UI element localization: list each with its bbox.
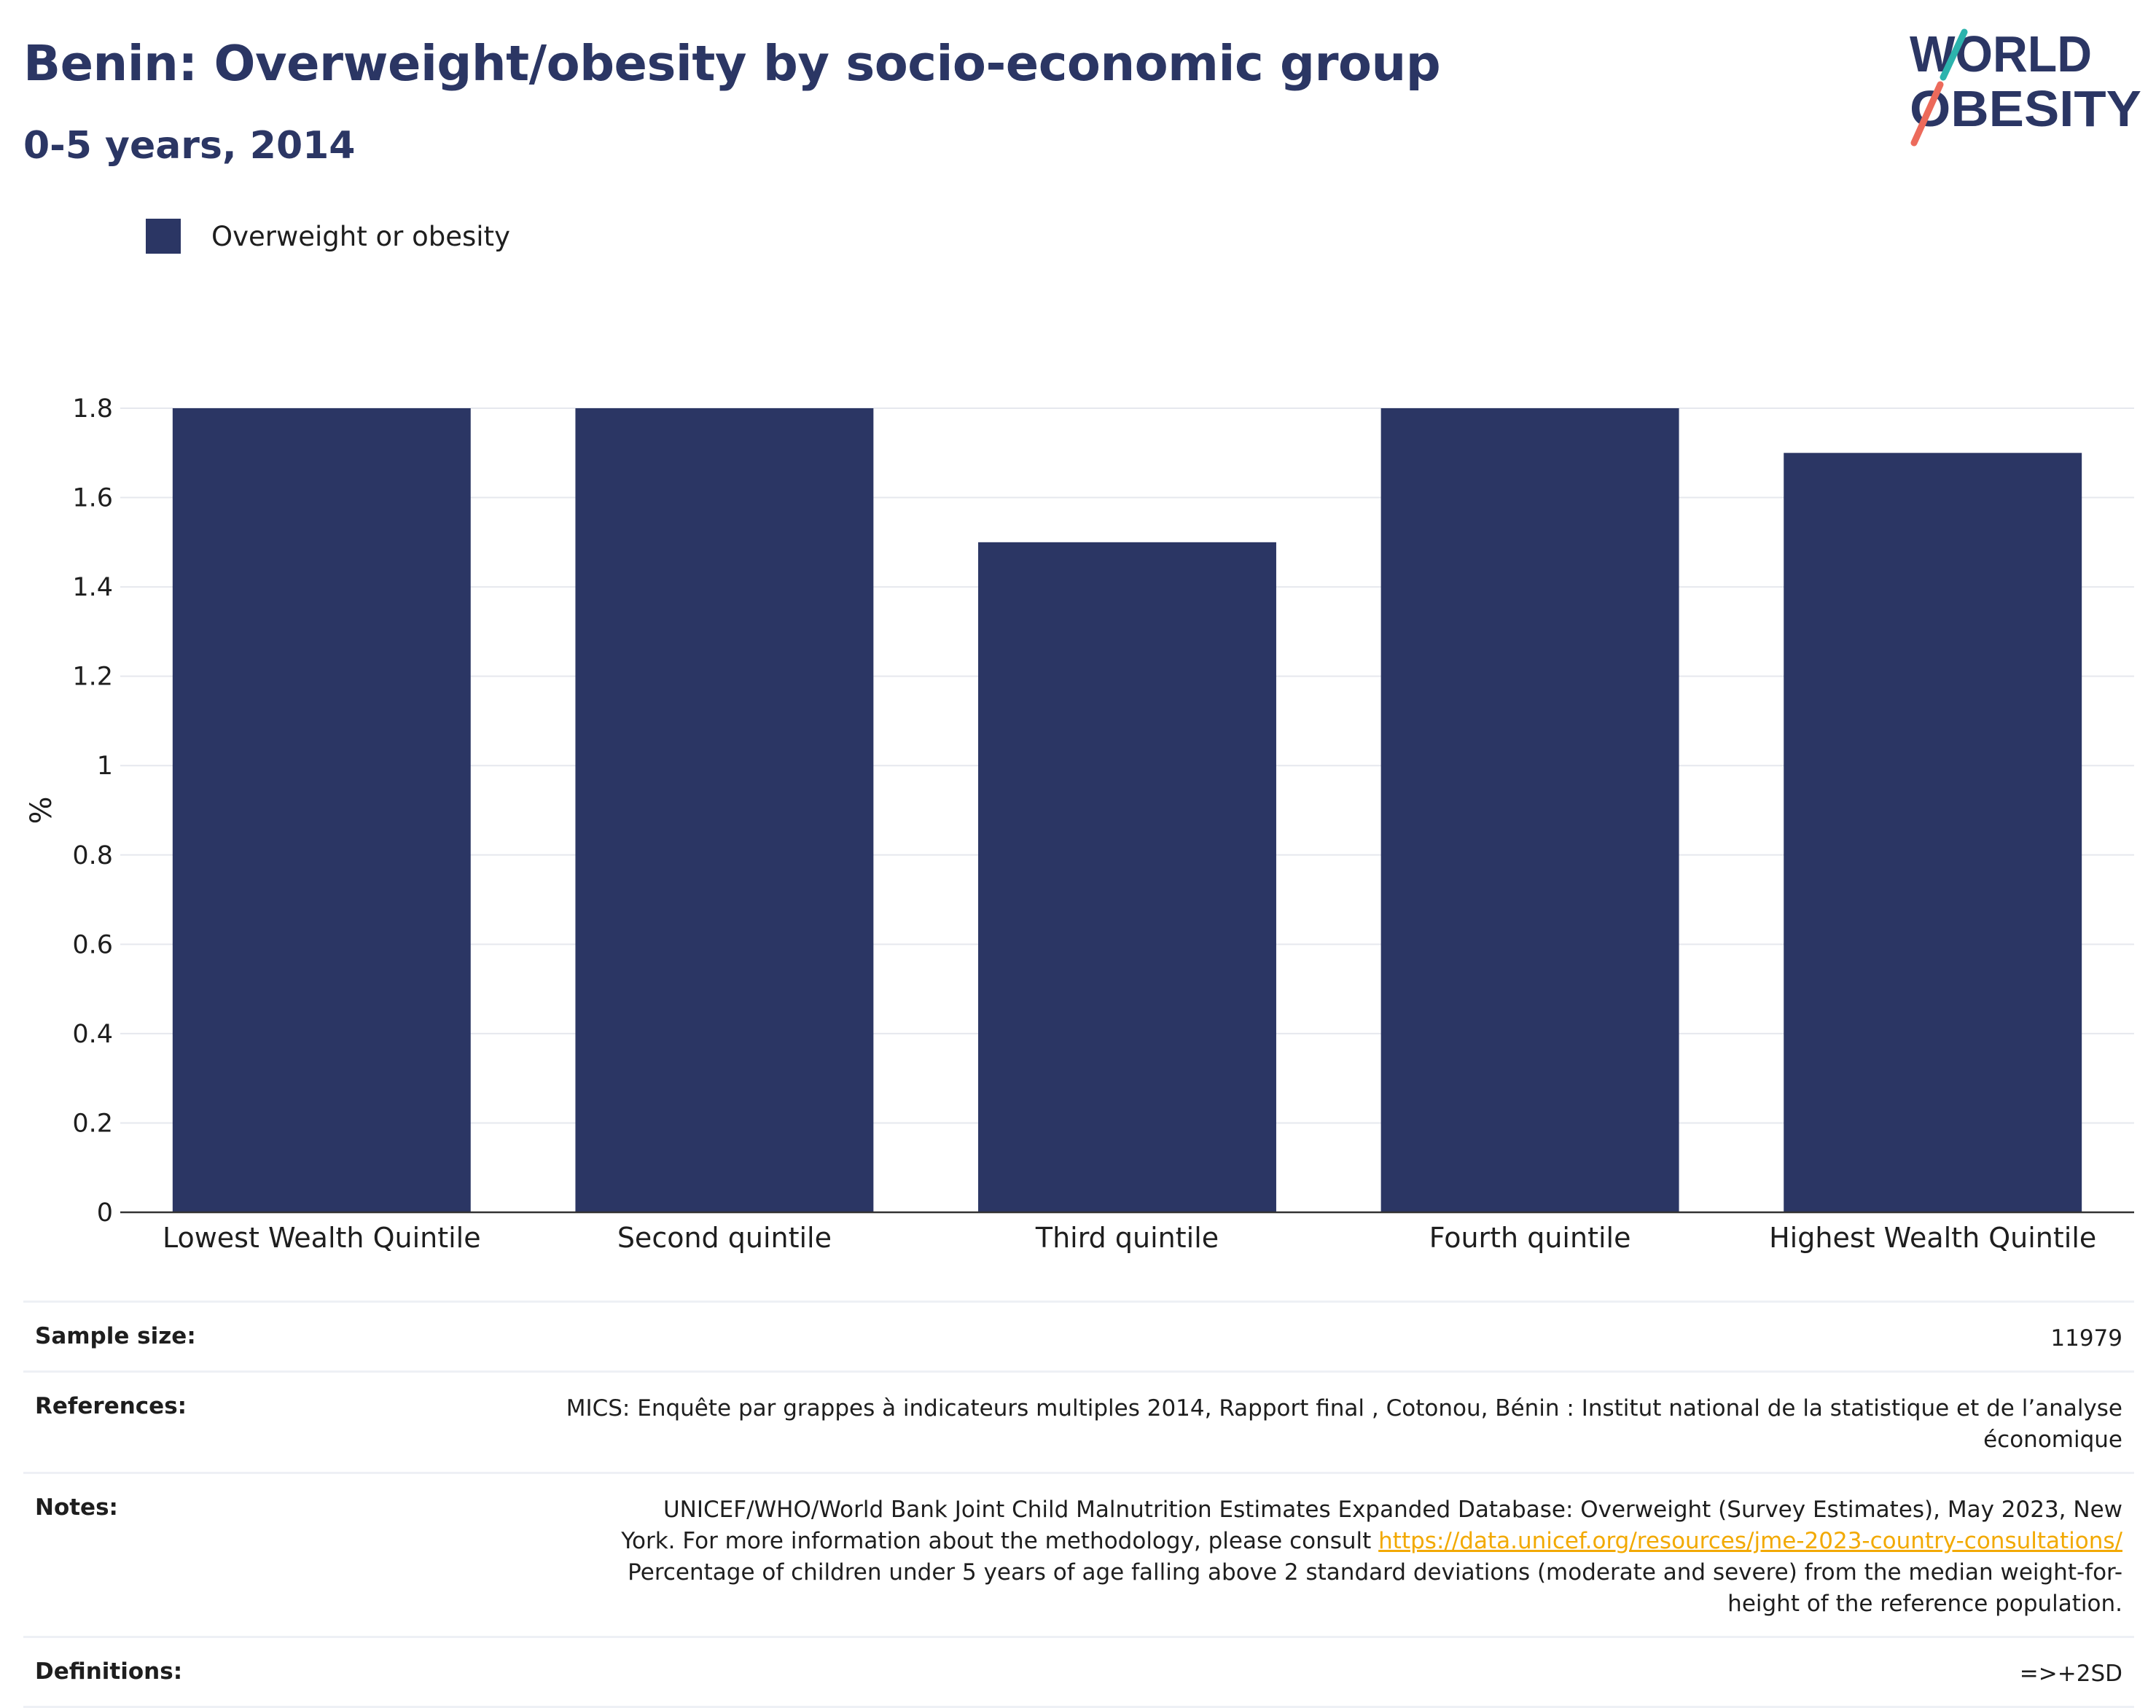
y-tick-label: 1.2 [72, 663, 113, 692]
logo-slash-teal [1940, 28, 1968, 81]
bar [1784, 453, 2082, 1212]
notes-text-1: UNICEF/WHO/World Bank Joint Child Malnut… [621, 1497, 2122, 1554]
svg-text:OBESITY: OBESITY [1910, 80, 2141, 137]
notes-value: UNICEF/WHO/World Bank Joint Child Malnut… [606, 1494, 2122, 1620]
info-table: Sample size: 11979 References: MICS: Enq… [23, 1301, 2134, 1708]
bar [575, 408, 874, 1212]
x-category-label: Highest Wealth Quintile [1769, 1222, 2096, 1254]
y-tick-label: 0 [97, 1198, 113, 1228]
legend-swatch [146, 219, 181, 254]
definitions-value: =>+2SD [2019, 1661, 2122, 1687]
sample-size-value: 11979 [2050, 1325, 2122, 1352]
chart-title: Benin: Overweight/obesity by socio-econo… [23, 35, 1441, 92]
world-obesity-logo: WORLD OBESITY [1910, 26, 2141, 147]
bar [978, 542, 1276, 1212]
svg-text:WORLD: WORLD [1910, 26, 2092, 82]
bar [1380, 408, 1679, 1212]
x-category-label: Second quintile [617, 1222, 832, 1254]
y-tick-label: 1 [97, 752, 113, 781]
chart-subtitle: 0-5 years, 2014 [23, 124, 356, 168]
x-category-label: Fourth quintile [1429, 1222, 1631, 1254]
definitions-label: Definitions: [35, 1658, 183, 1685]
y-tick-label: 0.4 [72, 1020, 113, 1049]
notes-text-2: Percentage of children under 5 years of … [628, 1559, 2122, 1617]
y-tick-label: 1.6 [72, 484, 113, 513]
x-category-label: Lowest Wealth Quintile [163, 1222, 481, 1254]
chart-legend[interactable]: Overweight or obesity [146, 219, 510, 254]
info-row-definitions: Definitions: =>+2SD [23, 1638, 2134, 1708]
y-tick-label: 0.2 [72, 1109, 113, 1138]
legend-label: Overweight or obesity [211, 220, 510, 252]
methodology-link[interactable]: https://data.unicef.org/resources/jme-20… [1378, 1528, 2122, 1554]
y-tick-label: 1.8 [72, 394, 113, 424]
y-tick-label: 0.6 [72, 930, 113, 959]
sample-size-label: Sample size: [35, 1323, 196, 1349]
references-value: MICS: Enquête par grappes à indicateurs … [566, 1395, 2122, 1453]
y-tick-label: 0.8 [72, 841, 113, 870]
bar [172, 408, 471, 1212]
logo-slash-coral [1910, 81, 1944, 147]
info-row-references: References: MICS: Enquête par grappes à … [23, 1373, 2134, 1474]
y-tick-label: 1.4 [72, 573, 113, 602]
x-category-label: Third quintile [1035, 1222, 1219, 1254]
bar-chart: 0 0.2 0.4 0.6 0.8 1 1.2 1.4 1.6 1.8 Lowest Wealth … [25, 394, 2134, 1254]
y-axis-title: % [25, 796, 58, 824]
notes-label: Notes: [35, 1494, 118, 1521]
info-row-sample-size: Sample size: 11979 [23, 1303, 2134, 1373]
references-label: References: [35, 1393, 187, 1419]
info-row-notes: Notes: UNICEF/WHO/World Bank Joint Child… [23, 1474, 2134, 1638]
